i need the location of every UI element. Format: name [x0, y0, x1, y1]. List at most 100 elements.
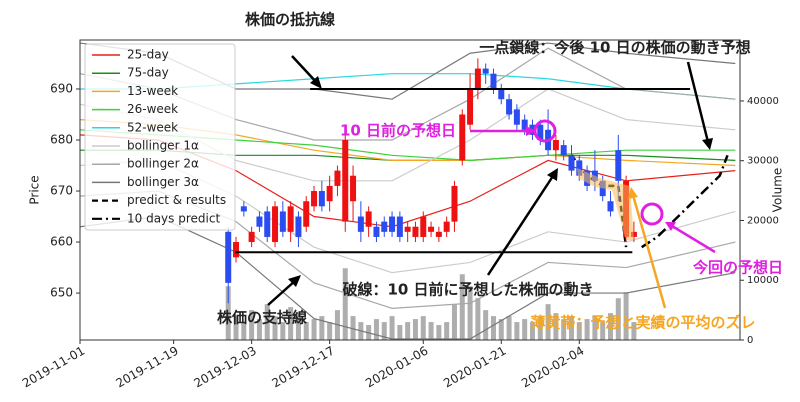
volume-bar [459, 274, 465, 340]
y-tick-label: 670 [50, 184, 73, 198]
candle-body [474, 68, 481, 89]
y2-tick-label: 10000 [747, 275, 779, 286]
legend-label: bollinger 1α [127, 139, 199, 153]
volume-bar [233, 316, 239, 340]
candle-body [287, 206, 294, 232]
y-axis-label: Price [28, 175, 42, 204]
legend-label: bollinger 2α [127, 157, 199, 171]
y-tick-label: 690 [50, 81, 73, 95]
volume-bar [381, 322, 387, 340]
y2-tick-label: 40000 [747, 96, 779, 107]
volume-bar [272, 316, 278, 340]
volume-bar [545, 304, 551, 340]
y-tick-label: 650 [50, 286, 73, 300]
volume-bar [327, 322, 333, 340]
arrow-head [310, 76, 322, 89]
annotation: 10 日前の予想日 [340, 122, 456, 140]
volume-bar [537, 316, 543, 340]
plot-frame [79, 39, 741, 341]
candle-body [365, 211, 372, 227]
volume-bar [436, 325, 442, 340]
arrow-head [526, 126, 536, 136]
candle-body [420, 216, 427, 237]
candle-body [435, 231, 442, 237]
volume-bar [553, 313, 559, 340]
legend-label: bollinger 3α [127, 175, 199, 189]
arrow [686, 61, 710, 143]
candle-body [272, 206, 279, 243]
annotation: 今回の予想日 [692, 259, 783, 277]
volume-bar [451, 304, 457, 340]
volume-bar [311, 319, 317, 340]
volume-bar [342, 268, 348, 340]
candle-body [513, 109, 520, 125]
volume-bar [475, 298, 481, 340]
volume-bar [514, 322, 520, 340]
highlight-circle [640, 202, 664, 226]
deviation-band [577, 168, 634, 240]
volume-bar [568, 316, 574, 340]
legend-label: 13-week [127, 84, 178, 98]
legend-label: 25-day [127, 48, 169, 62]
candle-body [521, 119, 528, 130]
series-line [641, 154, 729, 249]
volume-bar [249, 310, 255, 340]
candle-body [311, 191, 318, 207]
volume-bar [295, 313, 301, 340]
candle-body [552, 140, 559, 151]
y2-axis-label: Volume [771, 168, 785, 213]
volume-bar [412, 319, 418, 340]
volume-bar [592, 316, 598, 340]
candle-body [225, 231, 232, 283]
volume-bar [498, 319, 504, 340]
candle-body [459, 114, 466, 161]
candle-body [256, 216, 263, 227]
candle-body [295, 216, 302, 237]
arrow [631, 194, 667, 309]
candle-body [568, 155, 575, 171]
arrow [267, 279, 297, 306]
candle-body [443, 221, 450, 232]
y2-tick-label: 20000 [747, 215, 779, 226]
candle-body [326, 185, 333, 202]
volume-bar [490, 316, 496, 340]
candle-body [482, 68, 489, 74]
volume-bar [420, 316, 426, 340]
candle-body [350, 175, 357, 202]
candle-body [506, 99, 513, 115]
candle-body [537, 124, 544, 140]
volume-bar [288, 307, 294, 340]
candle-body [607, 201, 614, 212]
legend-label: 26-week [127, 102, 178, 116]
arrow-head [665, 222, 676, 231]
volume-bar [350, 316, 356, 340]
candle-body [615, 150, 622, 181]
candle-body [404, 226, 411, 232]
legend-label: 75-day [127, 66, 169, 80]
candle-body [599, 180, 606, 197]
volume-bar [529, 322, 535, 340]
y2-tick-label: 30000 [747, 156, 779, 167]
candle-body [357, 216, 364, 232]
y-tick-label: 680 [50, 133, 73, 147]
volume-bar [623, 292, 629, 340]
volume-bar [241, 322, 247, 340]
candle-body [240, 206, 247, 212]
candle-body [630, 231, 637, 237]
volume-bar [600, 322, 606, 340]
candle-body [451, 185, 458, 222]
volume-bar [264, 304, 270, 340]
volume-bar [405, 322, 411, 340]
annotation: 薄黄帯：予想と実績の平均のズレ [530, 314, 755, 332]
arrow [671, 224, 716, 254]
candle-body [303, 201, 310, 227]
candle-body [373, 226, 380, 237]
volume-bar [615, 298, 621, 340]
candle-body [233, 242, 240, 258]
candle-body [334, 170, 341, 186]
candle-body [396, 216, 403, 237]
annotation: 一点鎖線：今後 10 日の株価の動き予想 [479, 39, 750, 57]
volume-bar [319, 316, 325, 340]
legend-box [84, 43, 236, 231]
